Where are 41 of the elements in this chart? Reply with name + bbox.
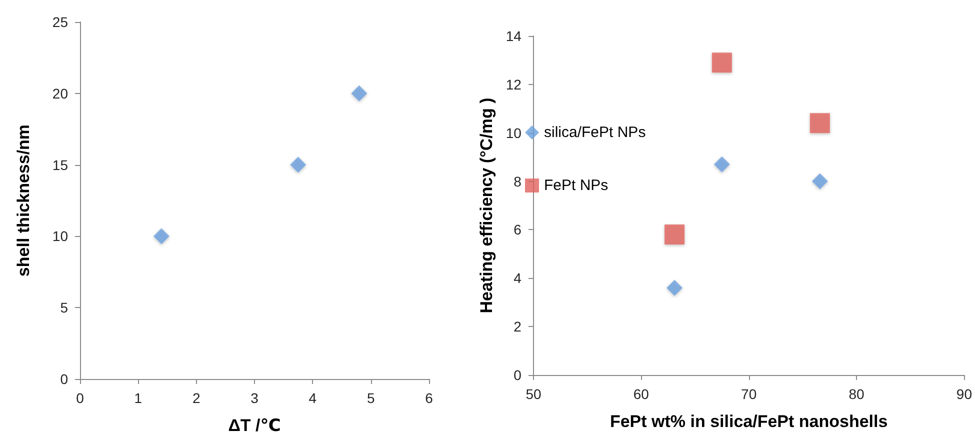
legend-label: FePt NPs [544,177,608,194]
y-tick-label: 4 [514,270,522,286]
y-tick-label: 5 [60,300,68,316]
y-tick-label: 12 [506,76,522,92]
y-axis-title: shell thickness/nm [14,124,33,277]
x-axis-title: FePt wt% in silica/FePt nanoshells [610,412,888,431]
point [664,224,685,245]
y-tick-label: 10 [52,228,68,244]
y-tick-label: 25 [52,14,68,30]
point [714,156,730,172]
point [812,173,828,190]
y-tick-label: 14 [506,28,522,44]
point [290,156,306,173]
x-axis-title: ΔT /℃ [228,416,281,435]
point [810,113,830,134]
x-tick-label: 50 [526,386,542,402]
y-tick-label: 15 [52,156,68,173]
x-tick-label: 1 [134,390,142,406]
y-tick-label: 2 [514,318,522,335]
y-tick-label: 10 [506,124,522,141]
x-tick-label: 80 [848,386,865,402]
x-tick-label: 6 [425,390,434,406]
x-tick-label: 3 [250,390,259,406]
point [153,228,170,244]
y-tick-label: 6 [514,222,522,238]
x-tick-label: 5 [366,390,375,406]
y-tick-label: 0 [514,367,522,383]
y-tick-label: 8 [514,173,522,190]
x-tick-label: 90 [956,386,972,402]
legend-label: silica/FePt NPs [544,124,646,141]
x-tick-label: 2 [192,390,200,406]
x-tick-label: 70 [741,386,757,402]
x-tick-label: 4 [308,390,317,406]
point [712,52,732,73]
y-axis-title: Heating efficiency (°C/mg ) [477,98,496,314]
x-tick-label: 60 [633,386,650,402]
x-tick-label: 0 [76,390,84,406]
point [351,85,368,102]
y-tick-label: 0 [60,371,68,387]
y-tick-label: 20 [52,85,68,102]
point [666,280,683,296]
